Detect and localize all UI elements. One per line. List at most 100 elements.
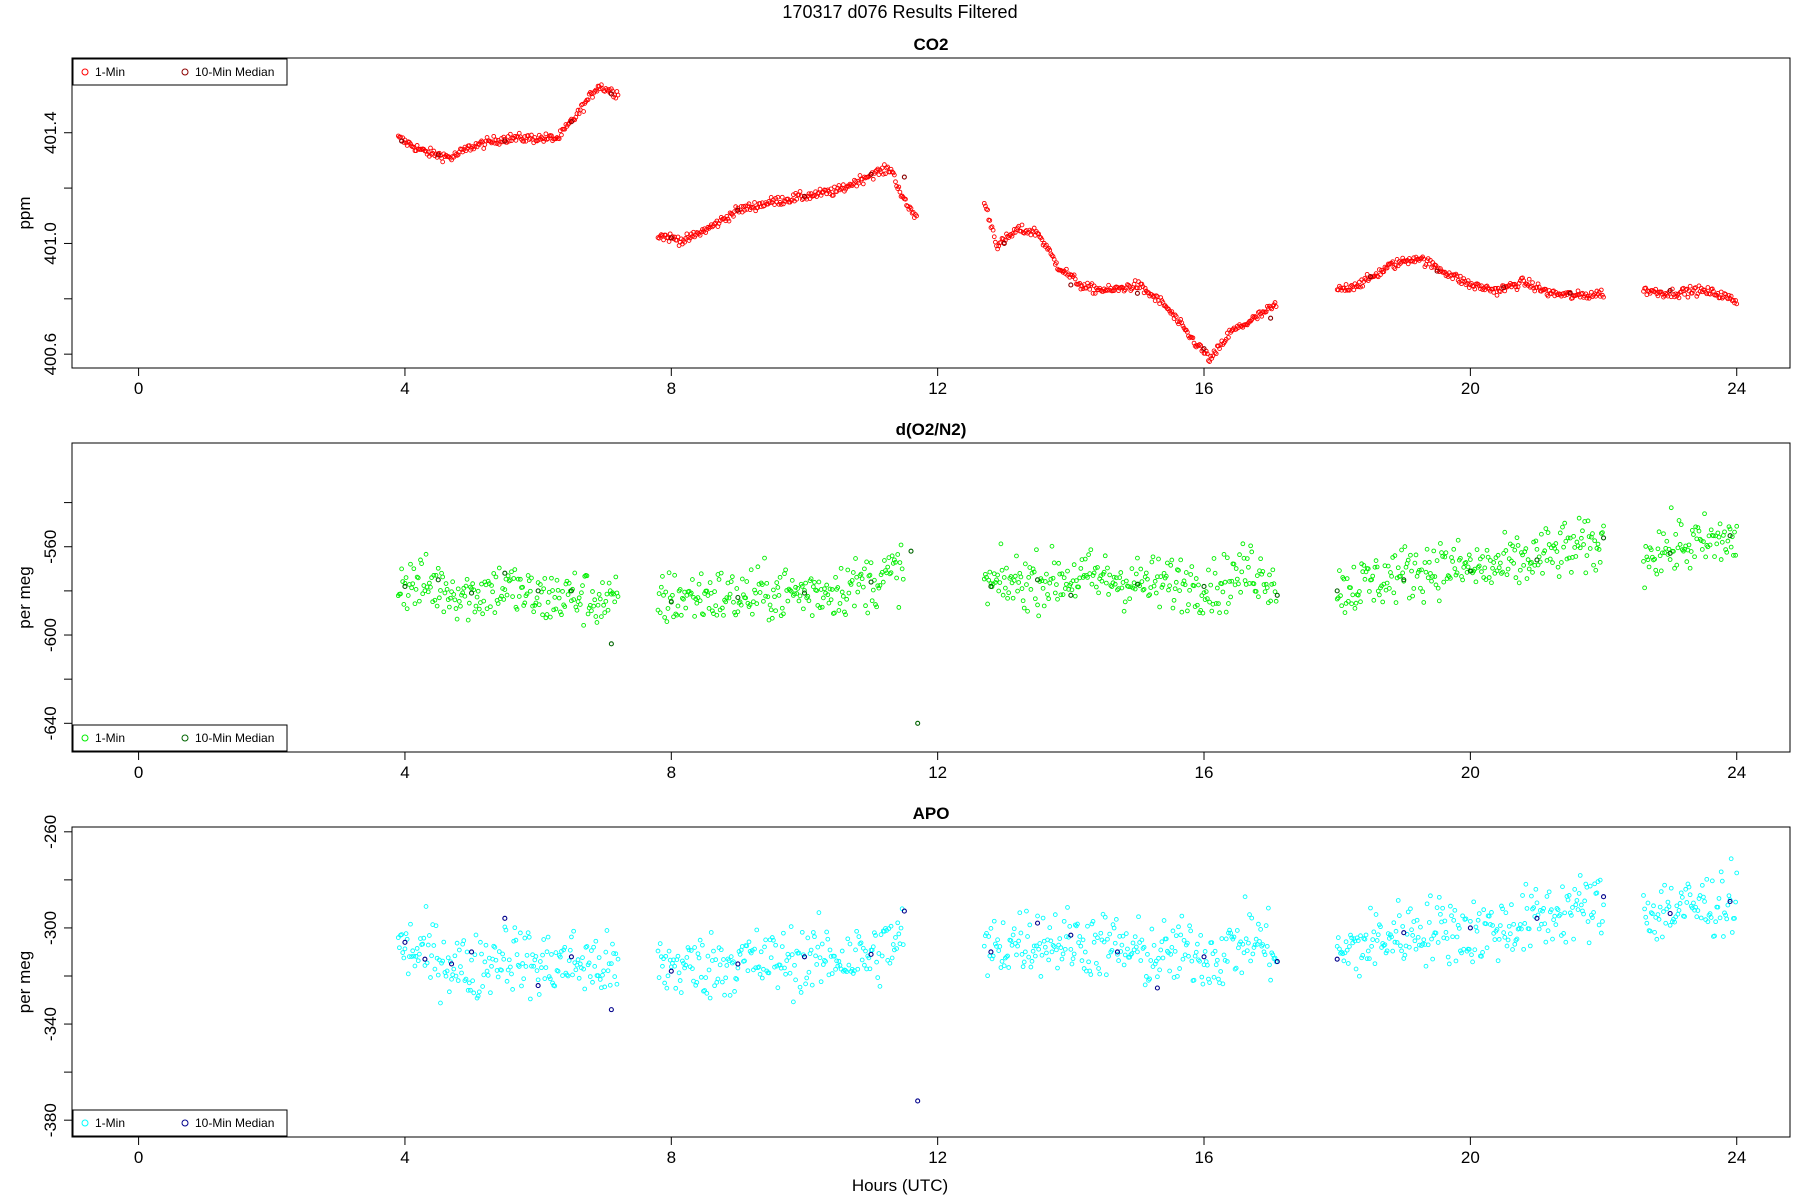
data-point-1min: [1731, 297, 1736, 303]
data-point-1min: [476, 606, 482, 612]
data-point-1min: [1540, 908, 1545, 914]
data-point-1min: [1463, 916, 1469, 922]
data-point-1min: [1598, 531, 1604, 536]
data-point-1min: [595, 973, 601, 978]
data-point-median: [449, 961, 455, 967]
data-point-1min: [1664, 538, 1670, 544]
data-point-1min: [542, 576, 548, 581]
data-point-median: [1501, 285, 1507, 291]
data-point-1min: [900, 576, 906, 582]
data-point-1min: [420, 941, 426, 947]
data-point-1min: [1591, 562, 1596, 568]
data-point-1min: [1125, 946, 1130, 952]
data-point-1min: [1387, 586, 1392, 591]
data-point-1min: [1557, 912, 1563, 917]
data-point-1min: [769, 935, 775, 940]
data-point-1min: [1456, 926, 1462, 931]
data-point-1min: [1688, 549, 1694, 554]
data-point-1min: [1130, 940, 1136, 946]
data-point-1min: [1560, 524, 1565, 530]
data-point-1min: [1014, 553, 1019, 559]
data-point-1min: [523, 964, 529, 969]
data-point-1min: [1264, 585, 1270, 590]
data-point-1min: [1472, 947, 1478, 953]
data-point-1min: [1661, 531, 1666, 537]
data-point-1min: [877, 984, 883, 989]
data-point-1min: [870, 587, 876, 593]
data-point-1min: [720, 605, 725, 611]
data-point-1min: [1451, 917, 1457, 923]
data-point-1min: [1643, 914, 1649, 920]
data-point-1min: [511, 938, 517, 944]
data-point-1min: [1044, 571, 1049, 577]
data-point-1min: [431, 572, 437, 578]
data-point-1min: [1716, 896, 1722, 901]
data-point-1min: [1485, 554, 1491, 560]
data-point-1min: [1668, 505, 1674, 511]
data-point-1min: [1557, 530, 1563, 536]
data-point-1min: [1138, 566, 1144, 572]
data-point-1min: [752, 946, 757, 952]
data-point-1min: [1676, 908, 1682, 913]
data-point-1min: [429, 953, 434, 959]
data-point-1min: [534, 595, 540, 601]
data-point-1min: [1007, 233, 1013, 238]
data-point-1min: [1005, 953, 1010, 959]
data-point-1min: [1025, 608, 1030, 614]
data-point-1min: [1453, 958, 1459, 964]
data-point-1min: [1597, 559, 1603, 565]
data-point-1min: [758, 949, 764, 955]
data-point-1min: [1555, 564, 1561, 570]
data-point-1min: [1570, 905, 1575, 910]
data-point-1min: [562, 944, 568, 950]
data-point-1min: [657, 941, 663, 946]
data-point-1min: [889, 955, 895, 961]
data-point-1min: [682, 965, 687, 971]
data-point-1min: [571, 928, 576, 934]
data-point-1min: [562, 604, 568, 609]
data-point-1min: [1514, 936, 1520, 942]
data-point-1min: [410, 581, 416, 587]
data-point-1min: [1269, 306, 1275, 312]
data-point-1min: [1190, 335, 1196, 341]
data-point-1min: [560, 589, 565, 594]
data-point-1min: [1127, 954, 1133, 960]
data-point-1min: [1645, 557, 1651, 563]
data-point-1min: [839, 948, 845, 954]
data-point-1min: [1059, 956, 1065, 962]
data-point-1min: [811, 584, 816, 590]
data-point-1min: [683, 962, 689, 968]
data-point-1min: [683, 605, 689, 611]
data-point-1min: [1202, 597, 1208, 602]
y-tick-label: -260: [41, 815, 60, 849]
data-point-1min: [1250, 951, 1256, 957]
data-point-median: [1201, 346, 1207, 352]
data-point-1min: [1545, 293, 1551, 299]
data-point-1min: [512, 567, 518, 572]
data-point-1min: [809, 982, 815, 988]
data-point-1min: [463, 148, 469, 154]
data-point-1min: [1732, 916, 1737, 921]
data-point-1min: [1105, 288, 1110, 293]
data-point-1min: [1091, 570, 1097, 576]
data-point-1min: [504, 978, 510, 984]
data-point-1min: [726, 958, 732, 963]
data-point-1min: [705, 224, 711, 230]
data-point-1min: [854, 183, 859, 189]
data-point-1min: [1512, 547, 1518, 553]
data-point-1min: [808, 576, 814, 582]
data-point-1min: [1587, 883, 1593, 889]
data-point-1min: [1147, 592, 1152, 598]
data-point-1min: [547, 976, 553, 982]
data-point-1min: [742, 208, 747, 213]
data-point-1min: [748, 950, 754, 956]
data-point-1min: [500, 951, 505, 957]
data-point-1min: [1565, 535, 1571, 541]
data-point-1min: [1658, 568, 1664, 574]
data-point-1min: [432, 597, 438, 603]
data-point-1min: [1579, 535, 1584, 541]
data-point-1min: [513, 138, 519, 143]
data-point-1min: [1261, 582, 1267, 587]
data-point-1min: [1350, 592, 1356, 598]
legend-label: 1-Min: [95, 65, 125, 79]
